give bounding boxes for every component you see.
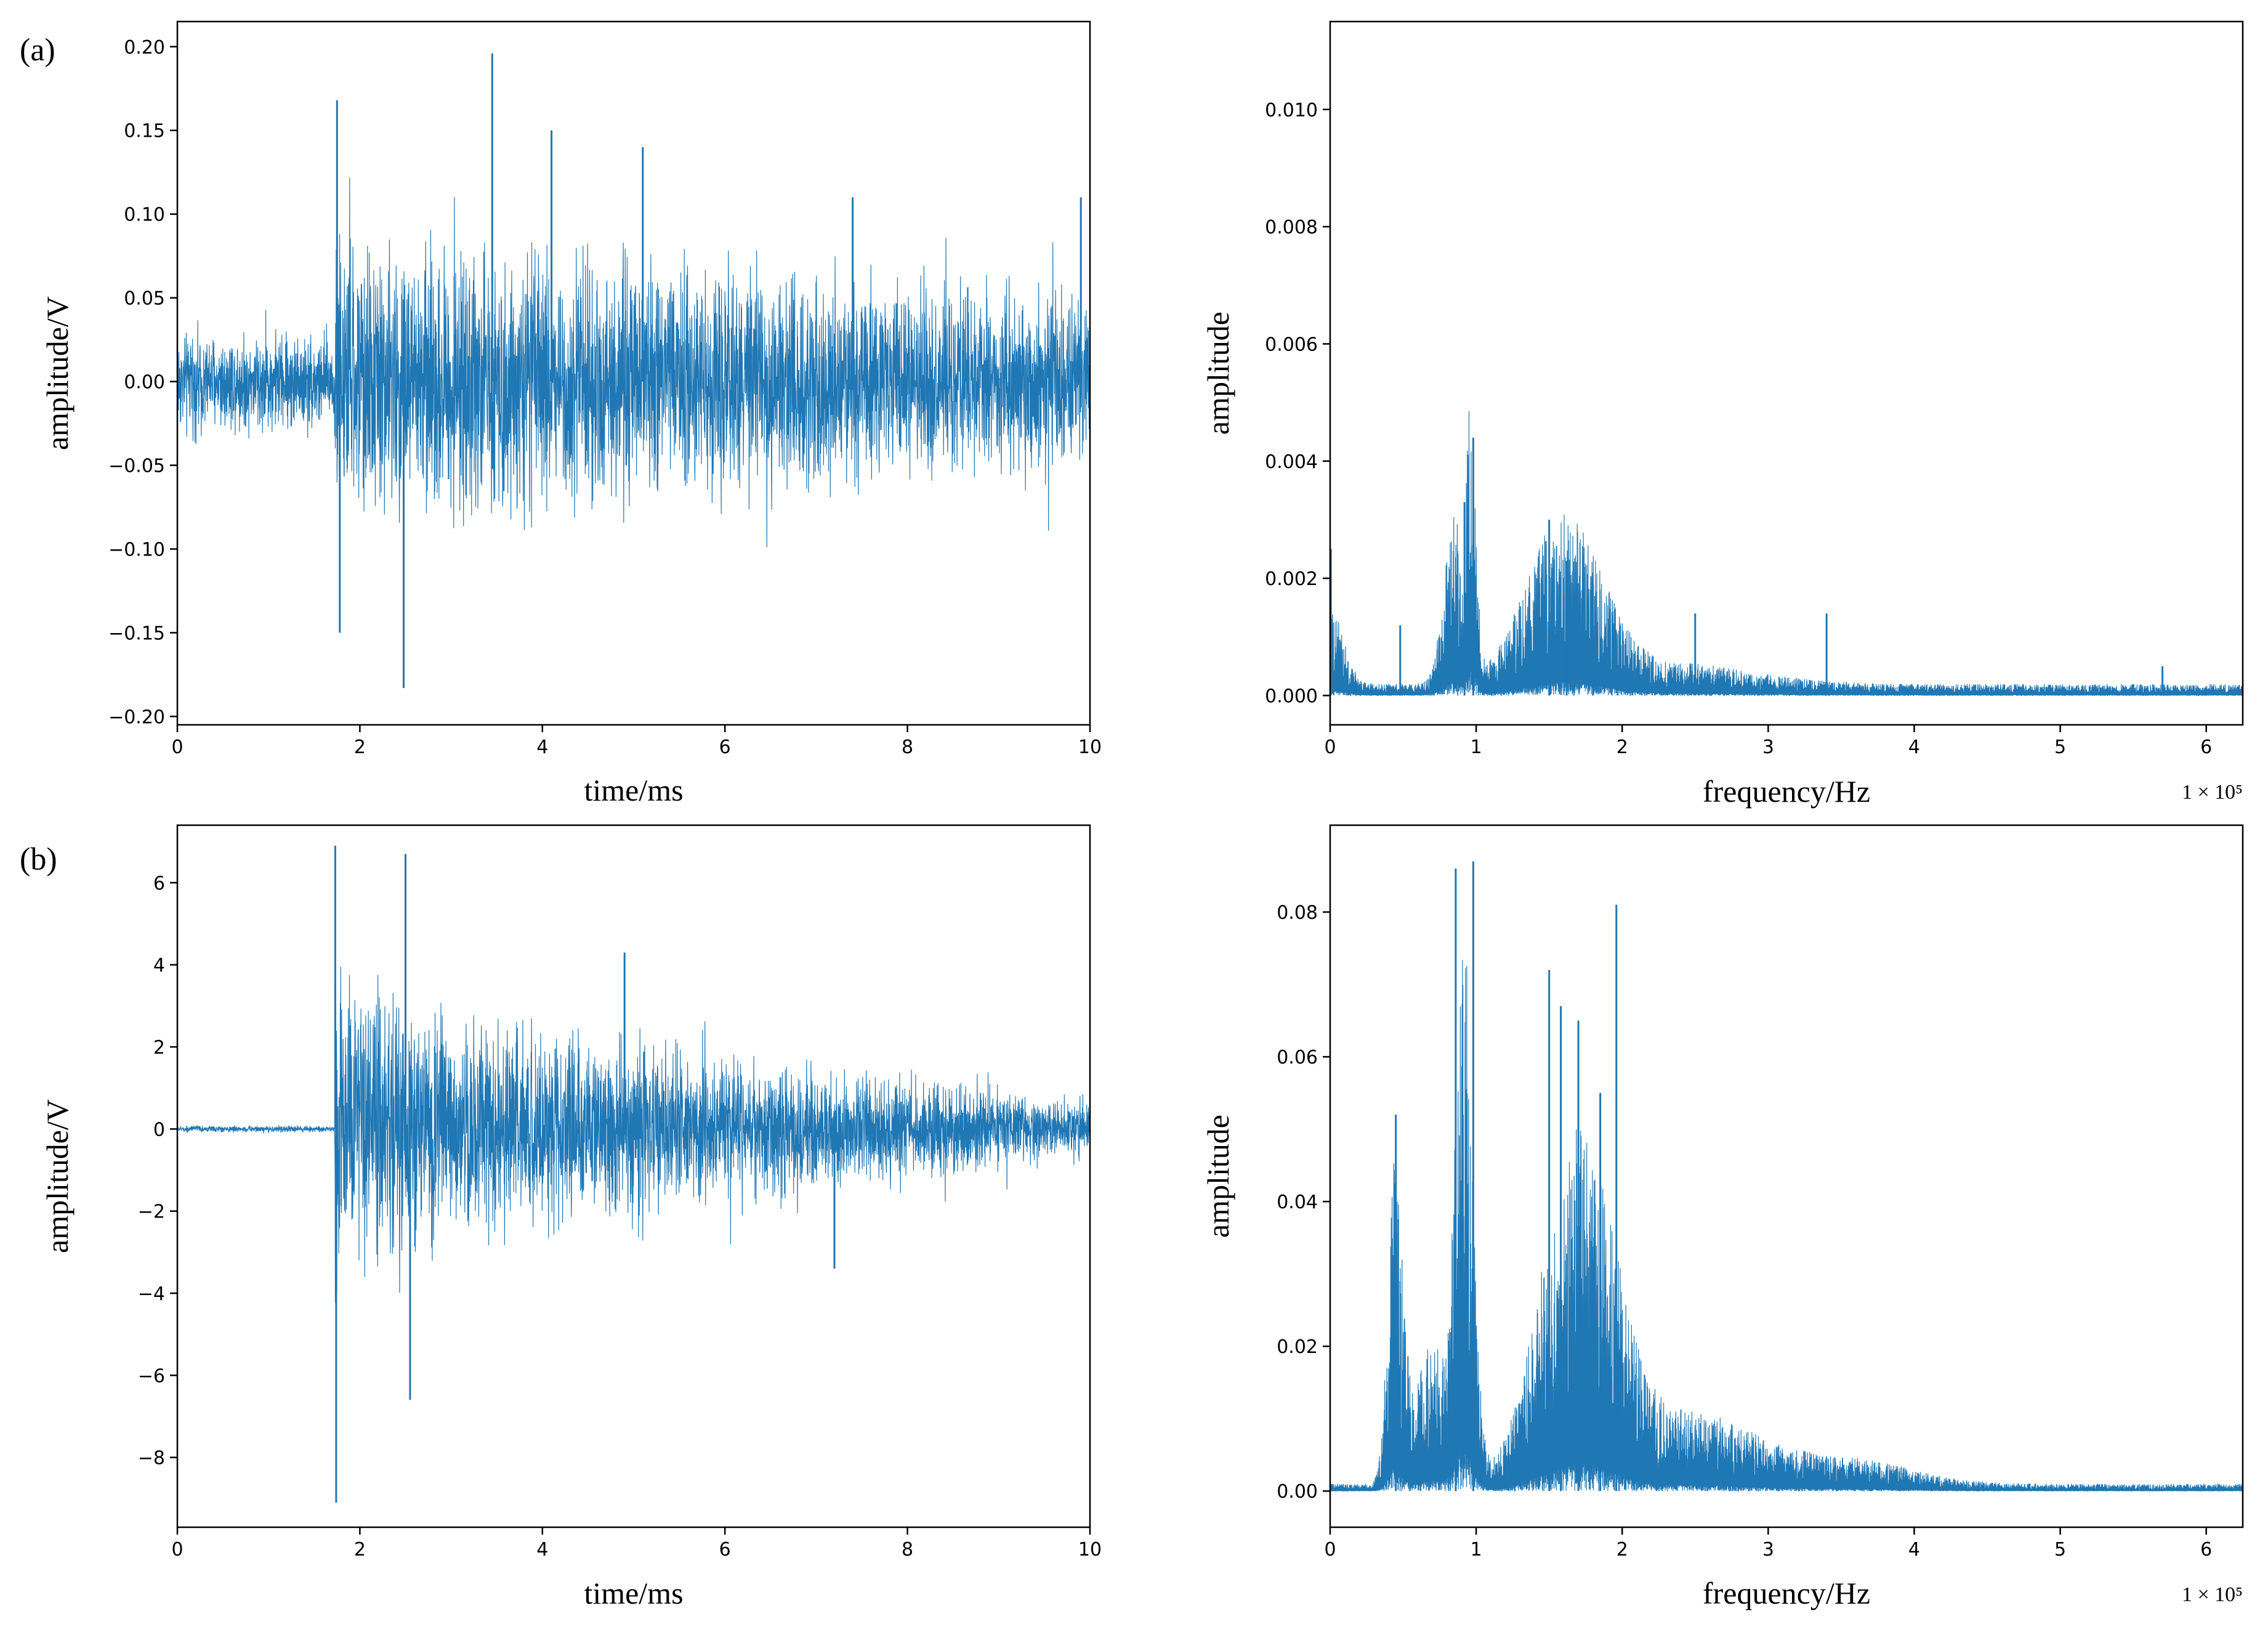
x-tick-label: 2 xyxy=(1616,1539,1628,1560)
series-line xyxy=(177,177,1090,547)
x-tick-label: 0 xyxy=(171,737,183,758)
series-line xyxy=(1330,959,2243,1492)
y-tick-label: 0.05 xyxy=(124,288,165,310)
plot-frame xyxy=(1329,824,2244,1528)
y-tick-label: −4 xyxy=(138,1283,165,1305)
x-tick-label: 3 xyxy=(1762,737,1774,758)
y-tick-label: 0.08 xyxy=(1277,902,1318,924)
x-tick-label: 8 xyxy=(902,1539,913,1560)
y-tick-label: 0.06 xyxy=(1277,1047,1318,1068)
y-axis-label: amplitude xyxy=(1201,1115,1235,1238)
x-axis-label: time/ms xyxy=(584,773,683,807)
y-tick-label: 0.20 xyxy=(124,37,165,59)
y-tick-label: 2 xyxy=(153,1037,165,1059)
x-tick-label: 8 xyxy=(902,737,913,758)
x-tick-label: 10 xyxy=(1078,737,1102,758)
y-tick-label: −0.15 xyxy=(108,623,165,644)
chart-a-time: 0 2 4 6 8 10 −0.20 −0.15 −0.10 −0.05 0.00 0.05 0.10 0… xyxy=(40,20,1102,807)
y-tick-label: −0.10 xyxy=(108,539,165,561)
y-tick-label: −0.20 xyxy=(108,706,165,728)
x-tick-label: 3 xyxy=(1762,1539,1774,1560)
x-offset-label: 1 × 10⁵ xyxy=(2182,781,2243,804)
panel-label-b: (b) xyxy=(20,842,57,877)
y-tick-label: 0.002 xyxy=(1265,568,1318,590)
x-tick-label: 2 xyxy=(1616,737,1628,758)
plot-frame xyxy=(1329,20,2244,726)
x-tick-label: 0 xyxy=(1324,737,1336,758)
y-tick-label: 0.006 xyxy=(1265,334,1318,355)
x-tick-label: 1 xyxy=(1471,737,1482,758)
x-tick-label: 1 xyxy=(1471,1539,1482,1560)
y-tick-label: −0.05 xyxy=(108,456,165,477)
y-axis-label: amplitude xyxy=(1201,312,1235,435)
x-tick-label: 5 xyxy=(2054,1539,2066,1560)
y-tick-label: −6 xyxy=(138,1365,165,1387)
chart-a-freq: 0 1 2 3 4 5 6 0.000 0.002 0.004 0.006 0.008 0.010 fr… xyxy=(1201,20,2244,809)
y-tick-label: 0.004 xyxy=(1265,451,1318,473)
plot-frame xyxy=(176,20,1091,726)
y-tick-label: 0.010 xyxy=(1265,100,1318,121)
x-tick-label: 0 xyxy=(171,1539,183,1560)
panel-label-a: (a) xyxy=(20,33,55,68)
y-axis-label: amplitude/V xyxy=(40,296,75,450)
x-tick-label: 6 xyxy=(719,737,731,758)
x-tick-label: 6 xyxy=(2200,1539,2212,1560)
plot-frame xyxy=(176,824,1091,1528)
y-tick-label: 0.02 xyxy=(1277,1336,1318,1358)
y-tick-label: 0.15 xyxy=(124,121,165,142)
y-tick-label: 0 xyxy=(153,1119,165,1141)
x-tick-label: 5 xyxy=(2054,737,2066,758)
y-tick-label: 0.00 xyxy=(1277,1481,1318,1503)
x-tick-label: 4 xyxy=(536,1539,548,1560)
x-tick-label: 4 xyxy=(1908,1539,1920,1560)
x-tick-label: 0 xyxy=(1324,1539,1336,1560)
x-tick-label: 10 xyxy=(1078,1539,1102,1560)
x-axis-label: time/ms xyxy=(584,1576,683,1610)
y-axis-label: amplitude/V xyxy=(40,1099,75,1253)
x-tick-label: 4 xyxy=(1908,737,1920,758)
y-tick-label: 0.10 xyxy=(124,204,165,226)
y-tick-label: 0.00 xyxy=(124,372,165,394)
x-axis-label: frequency/Hz xyxy=(1703,774,1870,809)
y-tick-label: −8 xyxy=(138,1448,165,1469)
series-line xyxy=(177,967,1090,1303)
x-tick-label: 4 xyxy=(536,737,548,758)
x-tick-label: 2 xyxy=(354,1539,366,1560)
x-tick-label: 2 xyxy=(354,737,366,758)
y-tick-label: 4 xyxy=(153,955,165,977)
y-tick-label: 0.04 xyxy=(1277,1192,1318,1213)
chart-b-time: 0 2 4 6 8 10 −8 −6 −4 −2 0 2 4 6 time/ms amplitude/V xyxy=(40,824,1102,1610)
x-tick-label: 6 xyxy=(719,1539,731,1560)
y-tick-label: 0.008 xyxy=(1265,217,1318,238)
x-tick-label: 6 xyxy=(2200,737,2212,758)
y-tick-label: −2 xyxy=(138,1201,165,1223)
y-tick-label: 0.000 xyxy=(1265,685,1318,707)
chart-b-freq: 0 1 2 3 4 5 6 0.00 0.02 0.04 0.06 0.08 frequency/Hz… xyxy=(1201,824,2244,1610)
x-offset-label: 1 × 10⁵ xyxy=(2182,1583,2243,1606)
series-line xyxy=(1330,411,2243,696)
y-tick-label: 6 xyxy=(153,873,165,894)
x-axis-label: frequency/Hz xyxy=(1703,1576,1870,1610)
